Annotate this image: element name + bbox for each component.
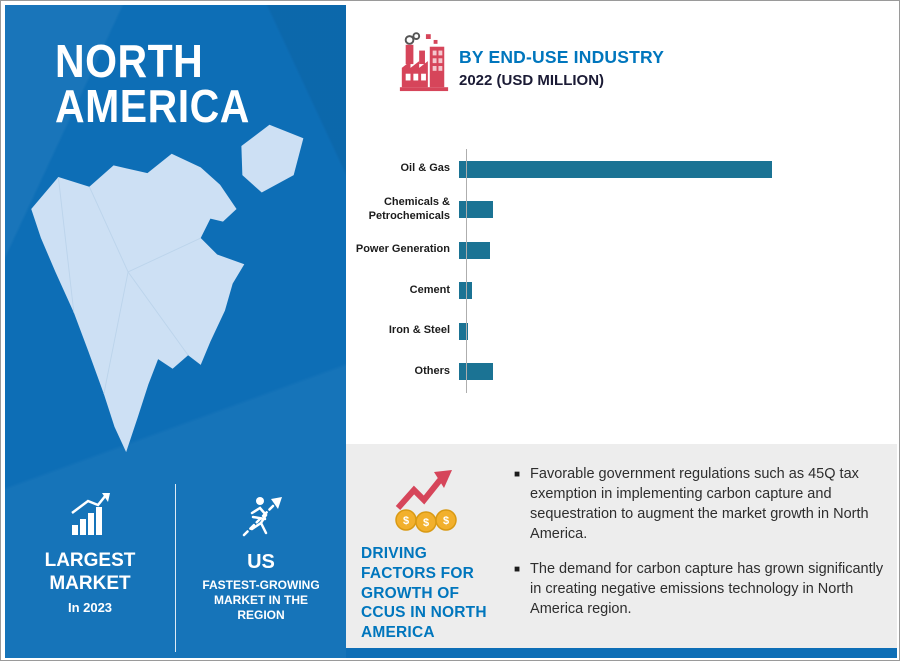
bar-row: Others (346, 352, 891, 393)
driving-factors-heading: DRIVING FACTORS FOR GROWTH OF CCUS IN NO… (361, 545, 487, 642)
chart-title: BY END-USE INDUSTRY (459, 47, 665, 67)
bar-label: Cement (409, 283, 450, 296)
bullet-square-icon: ■ (514, 469, 521, 480)
bar-others (459, 363, 494, 381)
chart-axis-line (466, 149, 467, 393)
stat-fastest-growing: US FASTEST-GROWING MARKET IN THE REGION (175, 484, 346, 652)
bar-row: Chemicals & Petrochemicals (346, 190, 891, 231)
bar-label: Power Generation (355, 243, 450, 256)
bar-row: Power Generation (346, 230, 891, 271)
driving-factor-item: ■ Favorable government regulations such … (514, 464, 886, 544)
runner-icon (238, 488, 284, 542)
region-title: NORTH AMERICA (55, 35, 250, 133)
coins-growth-arrow-icon: $ $ $ (390, 462, 462, 536)
bar-row: Oil & Gas (346, 149, 891, 190)
bar-label: Oil & Gas (400, 162, 450, 175)
driving-factor-text: Favorable government regulations such as… (530, 466, 869, 542)
svg-text:$: $ (403, 515, 409, 527)
growth-bars-icon (68, 488, 112, 542)
stat-sublabel: In 2023 (67, 599, 113, 615)
region-title-line1: NORTH (55, 35, 204, 88)
chart-subtitle: 2022 (USD MILLION) (459, 72, 605, 89)
bar-iron-steel (459, 322, 468, 340)
stat-largest-market: LARGEST MARKET In 2023 (5, 484, 175, 652)
svg-text:$: $ (443, 515, 449, 527)
north-america-map (9, 117, 344, 485)
end-use-industry-bar-chart: Oil & Gas Chemicals & Petrochemicals Pow… (346, 149, 891, 393)
chart-header: BY END-USE INDUSTRY 2022 (USD MILLION) (459, 47, 664, 89)
driving-factors-panel: $ $ $ DRIVING FACTORS FOR GROWTH OF CCUS… (346, 444, 897, 648)
driving-factor-text: The demand for carbon capture has grown … (530, 561, 884, 617)
bar-power-generation (459, 241, 491, 259)
driving-factor-item: ■ The demand for carbon capture has grow… (514, 559, 886, 619)
svg-text:$: $ (423, 517, 429, 529)
bullet-square-icon: ■ (514, 564, 521, 575)
bar-chemicals-petrochemicals (459, 201, 494, 219)
bar-cement (459, 282, 472, 300)
bottom-accent-strip (346, 648, 897, 658)
region-title-line2: AMERICA (55, 80, 250, 133)
bar-row: Iron & Steel (346, 311, 891, 352)
region-panel: NORTH AMERICA (5, 5, 346, 658)
bar-row: Cement (346, 271, 891, 312)
driving-factors-list: ■ Favorable government regulations such … (514, 464, 886, 634)
stat-label: LARGEST MARKET (44, 550, 136, 594)
stat-label: US (247, 551, 275, 573)
bar-oil-gas (459, 160, 772, 178)
bar-label: Iron & Steel (388, 324, 450, 337)
region-stats: LARGEST MARKET In 2023 (5, 484, 346, 652)
bar-label: Others (414, 364, 450, 377)
factory-icon (397, 31, 451, 101)
bar-label: Chemicals & Petrochemicals (368, 196, 450, 222)
stat-sublabel: FASTEST-GROWING MARKET IN THE REGION (202, 578, 320, 622)
